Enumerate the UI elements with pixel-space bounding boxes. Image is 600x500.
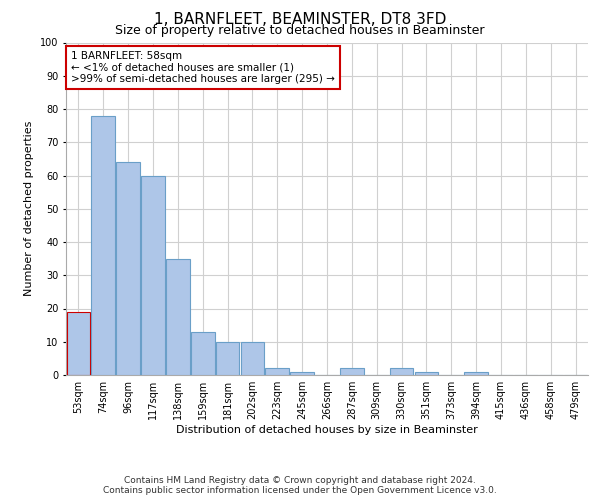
Bar	[166, 258, 190, 375]
Bar	[265, 368, 289, 375]
Text: 1, BARNFLEET, BEAMINSTER, DT8 3FD: 1, BARNFLEET, BEAMINSTER, DT8 3FD	[154, 12, 446, 28]
Bar	[216, 342, 239, 375]
Bar	[390, 368, 413, 375]
Bar	[241, 342, 264, 375]
Bar	[464, 372, 488, 375]
Bar	[116, 162, 140, 375]
Bar	[191, 332, 215, 375]
Bar	[141, 176, 165, 375]
Text: 1 BARNFLEET: 58sqm
← <1% of detached houses are smaller (1)
>99% of semi-detache: 1 BARNFLEET: 58sqm ← <1% of detached hou…	[71, 51, 335, 84]
Bar	[91, 116, 115, 375]
Text: Contains HM Land Registry data © Crown copyright and database right 2024.
Contai: Contains HM Land Registry data © Crown c…	[103, 476, 497, 495]
Bar	[340, 368, 364, 375]
Y-axis label: Number of detached properties: Number of detached properties	[25, 121, 34, 296]
Bar	[415, 372, 438, 375]
Text: Size of property relative to detached houses in Beaminster: Size of property relative to detached ho…	[115, 24, 485, 37]
X-axis label: Distribution of detached houses by size in Beaminster: Distribution of detached houses by size …	[176, 425, 478, 435]
Bar	[290, 372, 314, 375]
Bar	[67, 312, 90, 375]
